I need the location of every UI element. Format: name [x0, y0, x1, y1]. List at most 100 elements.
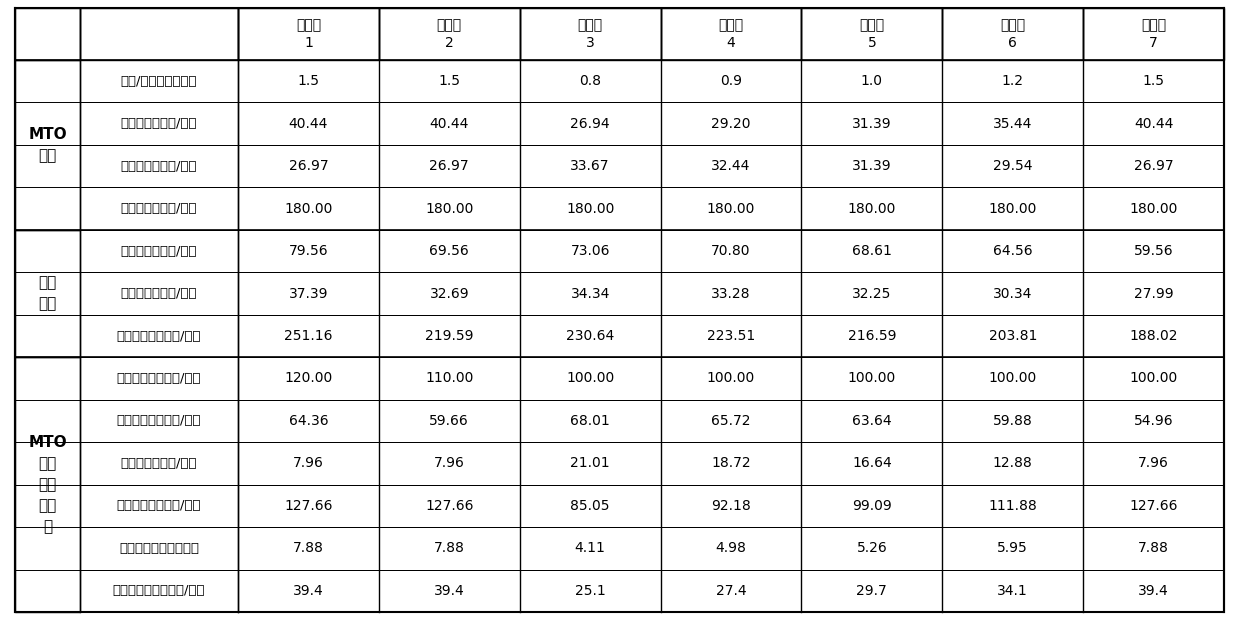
Bar	[519, 315, 660, 357]
Bar	[238, 145, 379, 187]
Bar	[802, 357, 943, 400]
Bar	[81, 400, 238, 442]
Text: 18.72: 18.72	[711, 456, 751, 471]
Bar	[943, 527, 1083, 570]
Bar	[238, 442, 379, 485]
Text: 127.66: 127.66	[1129, 499, 1178, 513]
Text: 111.88: 111.88	[989, 499, 1037, 513]
Text: 65.72: 65.72	[711, 414, 751, 428]
Bar	[660, 272, 802, 315]
Text: 27.99: 27.99	[1134, 286, 1173, 301]
Bar	[519, 8, 660, 60]
Text: 7.88: 7.88	[1139, 541, 1170, 556]
Bar	[81, 187, 238, 230]
Bar	[943, 570, 1083, 612]
Bar	[379, 145, 519, 187]
Bar	[943, 442, 1083, 485]
Bar	[802, 570, 943, 612]
Text: 79.56: 79.56	[289, 244, 328, 258]
Text: 29.54: 29.54	[992, 159, 1032, 173]
Text: 100.00: 100.00	[566, 371, 615, 386]
Text: 180.00: 180.00	[284, 202, 332, 216]
Bar	[943, 485, 1083, 527]
Bar	[519, 230, 660, 272]
Bar	[81, 570, 238, 612]
Text: 32.25: 32.25	[852, 286, 892, 301]
Bar	[519, 145, 660, 187]
Text: 少投石脑油（万吨/年）: 少投石脑油（万吨/年）	[116, 499, 201, 512]
Text: 1.5: 1.5	[297, 74, 320, 88]
Text: 54.96: 54.96	[1134, 414, 1173, 428]
Text: 甲醇消耗（万吨/年）: 甲醇消耗（万吨/年）	[120, 202, 197, 215]
Text: 7.88: 7.88	[292, 541, 323, 556]
Bar	[943, 357, 1083, 400]
Bar	[379, 485, 519, 527]
Bar	[238, 570, 379, 612]
Text: 127.66: 127.66	[284, 499, 333, 513]
Bar	[15, 357, 81, 612]
Bar	[81, 230, 238, 272]
Text: 68.01: 68.01	[570, 414, 610, 428]
Bar	[660, 527, 802, 570]
Text: 37.39: 37.39	[289, 286, 328, 301]
Bar	[379, 442, 519, 485]
Text: 7.96: 7.96	[292, 456, 323, 471]
Bar	[238, 527, 379, 570]
Bar	[802, 272, 943, 315]
Bar	[943, 315, 1083, 357]
Text: 25.1: 25.1	[575, 584, 606, 598]
Bar	[660, 485, 802, 527]
Bar	[238, 272, 379, 315]
Text: 32.44: 32.44	[711, 159, 751, 173]
Text: 1.0: 1.0	[861, 74, 883, 88]
Bar	[519, 442, 660, 485]
Bar	[943, 230, 1083, 272]
Bar	[1083, 272, 1224, 315]
Bar	[238, 485, 379, 527]
Text: 39.4: 39.4	[294, 584, 323, 598]
Bar	[1083, 442, 1224, 485]
Text: 40.44: 40.44	[289, 117, 328, 131]
Bar	[802, 485, 943, 527]
Text: 4.98: 4.98	[716, 541, 746, 556]
Bar	[81, 485, 238, 527]
Text: 251.16: 251.16	[284, 329, 333, 343]
Text: 1.5: 1.5	[1142, 74, 1165, 88]
Bar	[660, 570, 802, 612]
Text: 100.00: 100.00	[989, 371, 1037, 386]
Text: 增产丙烯（万吨/年）: 增产丙烯（万吨/年）	[120, 457, 197, 470]
Text: 0.8: 0.8	[579, 74, 601, 88]
Text: 乙烯产量（万吨/年）: 乙烯产量（万吨/年）	[120, 244, 197, 257]
Bar	[943, 187, 1083, 230]
Text: MTO
与乙
烯装
置耦
合: MTO 与乙 烯装 置耦 合	[28, 435, 67, 534]
Bar	[81, 442, 238, 485]
Bar	[379, 315, 519, 357]
Bar	[802, 442, 943, 485]
Text: 39.4: 39.4	[1139, 584, 1168, 598]
Bar	[238, 230, 379, 272]
Text: 34.34: 34.34	[570, 286, 610, 301]
Bar	[379, 400, 519, 442]
Bar	[379, 60, 519, 102]
Text: 31.39: 31.39	[852, 159, 892, 173]
Text: 73.06: 73.06	[570, 244, 610, 258]
Bar	[81, 8, 238, 60]
Bar	[943, 60, 1083, 102]
Bar	[802, 230, 943, 272]
Text: 230.64: 230.64	[566, 329, 615, 343]
Text: 59.56: 59.56	[1134, 244, 1173, 258]
Text: 180.00: 180.00	[425, 202, 473, 216]
Text: 1.2: 1.2	[1001, 74, 1023, 88]
Bar	[660, 442, 802, 485]
Text: 203.81: 203.81	[989, 329, 1037, 343]
Bar	[81, 315, 238, 357]
Bar	[1083, 187, 1224, 230]
Text: 100.00: 100.00	[1130, 371, 1178, 386]
Bar	[1083, 570, 1224, 612]
Text: 4.11: 4.11	[575, 541, 606, 556]
Text: 21.01: 21.01	[570, 456, 610, 471]
Bar	[238, 315, 379, 357]
Text: 68.61: 68.61	[852, 244, 892, 258]
Bar	[238, 357, 379, 400]
Bar	[943, 102, 1083, 145]
